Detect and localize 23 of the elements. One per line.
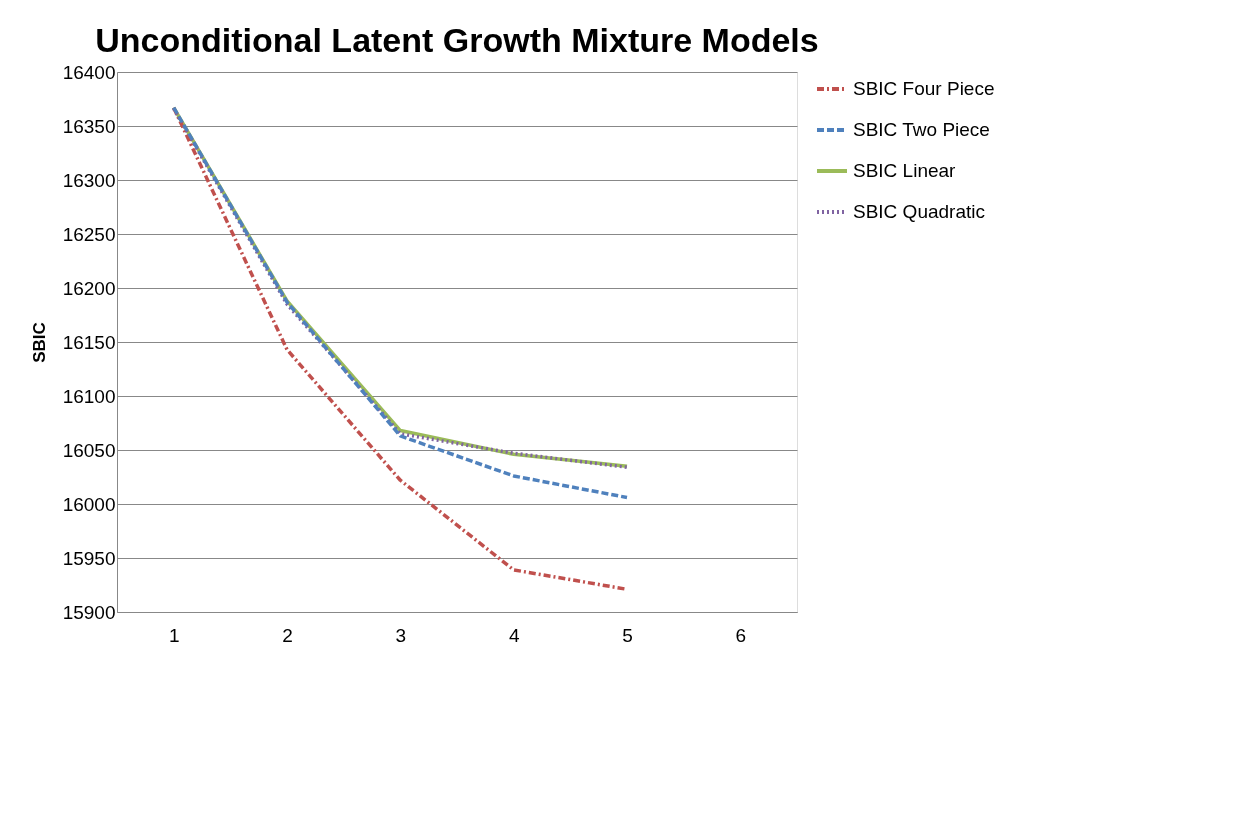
y-tick-label: 16200: [62, 277, 116, 299]
y-tick-label: 16050: [62, 439, 116, 461]
y-tick-label: 16250: [62, 223, 116, 245]
legend-label: SBIC Quadratic: [853, 201, 985, 222]
x-tick-label: 5: [622, 624, 633, 646]
y-axis-title: SBIC: [29, 322, 49, 363]
y-tick-label: 16100: [62, 385, 116, 407]
x-tick-label: 3: [395, 624, 407, 646]
y-tick-label: 15950: [62, 547, 116, 569]
y-tick-label: 16400: [62, 61, 116, 83]
y-tick-label: 16300: [62, 169, 116, 191]
legend-label: SBIC Four Piece: [853, 78, 995, 99]
y-tick-label: 16000: [62, 493, 116, 515]
legend-label: SBIC Linear: [853, 160, 957, 181]
x-tick-label: 4: [508, 624, 520, 646]
chart-title: Unconditional Latent Growth Mixture Models: [95, 21, 819, 59]
y-tick-label: 16350: [62, 115, 116, 137]
x-tick-label: 2: [282, 624, 293, 646]
legend-label: SBIC Two Piece: [853, 119, 990, 140]
y-tick-label: 15900: [62, 601, 116, 623]
y-tick-label: 16150: [62, 331, 116, 353]
x-tick-label: 6: [735, 624, 747, 646]
x-tick-label: 1: [168, 624, 180, 646]
